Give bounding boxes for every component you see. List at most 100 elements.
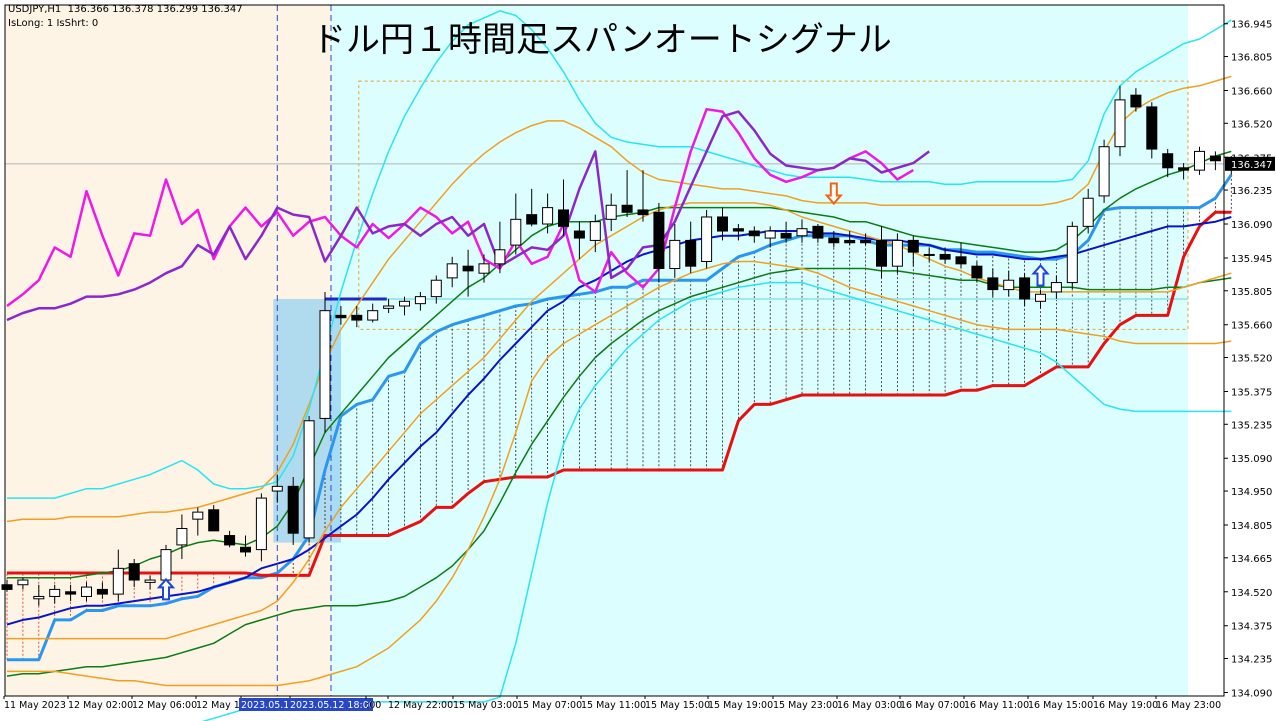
series-kijun_green <box>7 150 1232 579</box>
x-tick-label: 15 May 15:00 <box>645 700 710 711</box>
candle <box>542 193 554 234</box>
candle-bull <box>494 249 506 265</box>
candle <box>732 224 744 241</box>
x-tick-label: 16 May 07:00 <box>900 700 965 711</box>
candle <box>462 249 474 297</box>
candle-bear <box>1209 155 1221 162</box>
candle-bear <box>828 237 840 244</box>
x-tick-label: 11 May 2023 <box>4 700 66 711</box>
candle <box>446 256 458 288</box>
candle <box>399 296 410 316</box>
candle-bull <box>430 279 442 298</box>
candle-bear <box>1130 94 1142 108</box>
candle <box>1035 289 1046 309</box>
candle <box>351 305 363 328</box>
candle <box>907 235 919 267</box>
x-tick-label: 12 May 22:00 <box>388 700 453 711</box>
candle-bear <box>939 253 951 260</box>
candle <box>1082 188 1094 234</box>
candle <box>526 188 538 227</box>
candle <box>558 179 569 236</box>
candle <box>701 209 713 269</box>
candle <box>478 254 490 283</box>
candle <box>573 221 585 260</box>
candle <box>224 530 236 548</box>
y-tick-label: 135.520 <box>1231 354 1272 365</box>
candle <box>1003 270 1015 297</box>
price-tag-bg <box>1225 156 1275 171</box>
candle-bull <box>303 420 315 539</box>
series-cyan_low <box>201 281 1232 721</box>
series-orange_up <box>6 75 1232 523</box>
candle-bull <box>891 239 903 267</box>
candle <box>717 207 728 241</box>
candle <box>494 221 506 274</box>
x-tick-label: 12 May 10 <box>196 700 246 711</box>
candle <box>430 275 442 304</box>
arrow-up-icon <box>156 577 176 601</box>
candle-bull <box>255 497 267 551</box>
candle-bull <box>383 305 395 309</box>
y-tick-label: 136.090 <box>1231 220 1272 231</box>
candle-bear <box>876 239 887 267</box>
candle <box>1098 139 1110 203</box>
y-tick-label: 134.665 <box>1231 554 1272 565</box>
symbol-info-line: USDJPY,H1 136.366 136.378 136.299 136.34… <box>8 4 243 15</box>
chart-title: ドル円１時間足スパンオートシグナル <box>312 20 892 60</box>
candle <box>96 582 108 599</box>
candle-bull <box>1114 99 1126 148</box>
candle <box>971 261 983 283</box>
candle <box>49 584 61 604</box>
candle-bull <box>589 221 601 241</box>
candle-bear <box>685 239 697 267</box>
candle <box>287 476 299 545</box>
candle-bear <box>240 546 251 553</box>
y-tick-label: 134.090 <box>1231 688 1272 699</box>
x-tick-label: 16 May 23:00 <box>1156 700 1221 711</box>
candle <box>796 219 808 243</box>
candle-bull <box>49 588 61 597</box>
x-tick-label: 12 May 06:00 <box>132 700 197 711</box>
candle-bull <box>33 595 45 600</box>
candle <box>128 558 140 588</box>
candle <box>923 247 935 262</box>
candle-bull <box>144 579 156 583</box>
candle <box>685 221 697 274</box>
x-tick-label: 15 May 03:00 <box>453 700 518 711</box>
candle-bear <box>780 232 792 239</box>
candle-bull <box>701 216 713 262</box>
x-tick-label: 16 May 19:00 <box>1093 700 1158 711</box>
candle <box>876 226 887 278</box>
y-tick-label: 135.805 <box>1231 287 1272 298</box>
candle <box>1130 88 1142 112</box>
y-tick-label: 135.375 <box>1231 387 1272 398</box>
candle-bear <box>955 256 967 265</box>
y-tick-label: 136.520 <box>1231 119 1272 130</box>
candle-bear <box>128 563 140 581</box>
candle-bear <box>717 216 728 232</box>
candle-bear <box>96 588 108 595</box>
candle-bull <box>796 228 808 237</box>
candle <box>1162 149 1174 178</box>
candle <box>1066 221 1078 290</box>
price-tag-label: 136.347 <box>1231 160 1272 171</box>
candle-bear <box>526 214 538 225</box>
candle <box>208 505 220 532</box>
candle-bull <box>414 296 426 305</box>
series-orange_low <box>7 260 1232 687</box>
candle <box>1 580 13 592</box>
candle-bear <box>987 277 999 291</box>
candle-bull <box>17 579 29 586</box>
candle <box>621 170 633 217</box>
candle <box>1194 146 1205 175</box>
series-lower_kumo <box>7 210 1232 577</box>
candle <box>955 242 967 269</box>
candle-bear <box>573 230 585 239</box>
arrow-up-icon <box>1031 264 1050 287</box>
candle-bear <box>1 584 13 590</box>
candle-bear <box>1146 106 1158 150</box>
candle-bear <box>748 230 760 237</box>
candle-bear <box>860 239 872 244</box>
